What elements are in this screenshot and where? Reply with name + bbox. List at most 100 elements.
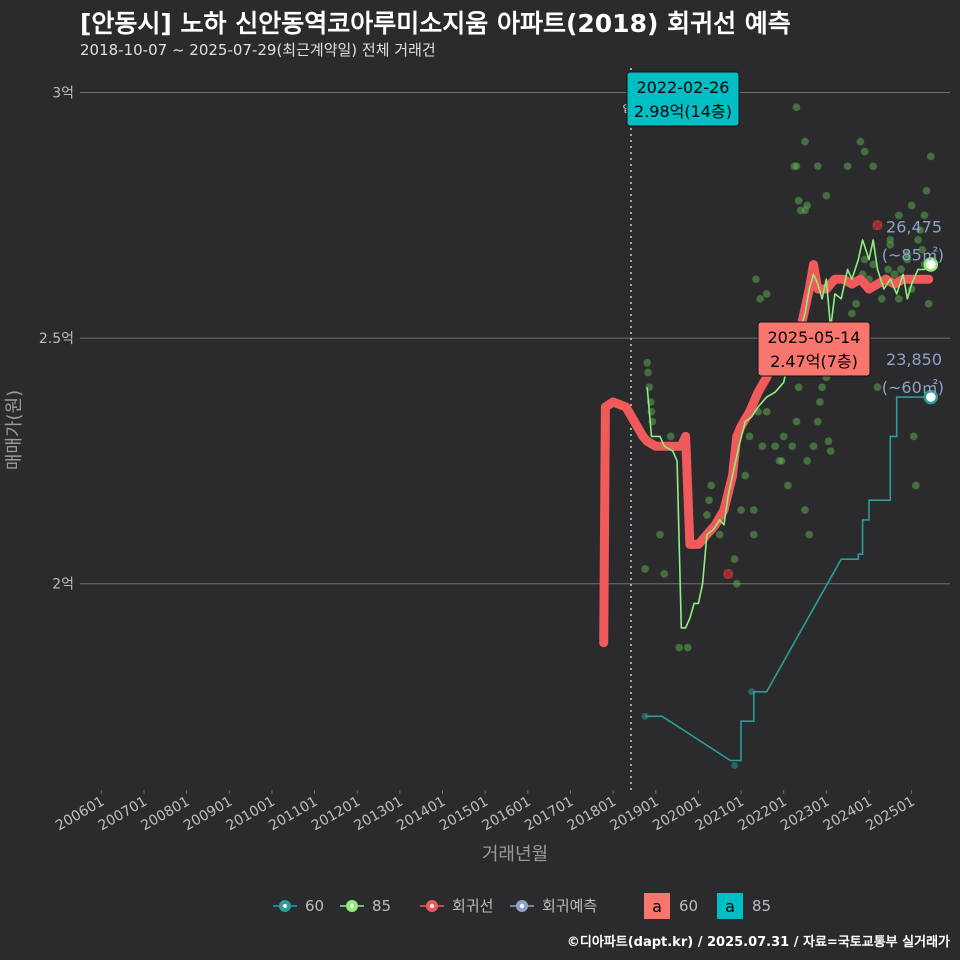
x-tick-label: 202501: [863, 794, 917, 835]
point-85: [762, 289, 771, 298]
annotation-date: 2022-02-26: [637, 78, 730, 97]
point-85: [809, 442, 818, 451]
annotations: 2022-02-26 2.98억(14층) 2025-05-14 2.47억(7층): [626, 71, 871, 377]
end-marker: [923, 257, 939, 272]
point-85: [847, 309, 856, 318]
scatter-points: [641, 103, 935, 769]
point-85: [852, 299, 861, 308]
end-value-label: 26,475: [886, 217, 942, 236]
legend-text-swatch: [717, 893, 743, 919]
point-85: [749, 530, 758, 539]
legend-label: 회귀예측: [542, 897, 597, 915]
point-85: [911, 481, 920, 490]
y-tick-label: 2.5억: [39, 331, 74, 347]
point-85: [705, 496, 714, 505]
x-axis-title: 거래년월: [482, 844, 548, 865]
point-85: [805, 530, 814, 539]
chart-subtitle: 2018-10-07 ~ 2025-07-29(최근계약일) 전체 거래건: [80, 41, 436, 59]
point-85: [909, 432, 918, 441]
point-85: [745, 432, 754, 441]
regression-line: [599, 260, 934, 648]
legend-swatch-center: [430, 904, 434, 908]
point-85: [644, 368, 653, 377]
point-60: [731, 761, 739, 769]
point-85: [751, 275, 760, 284]
point-85: [856, 137, 865, 146]
point-85: [824, 437, 833, 446]
end-marker: [923, 389, 939, 405]
point-85: [815, 397, 824, 406]
legend-label: 85: [372, 897, 391, 915]
gridlines: [80, 92, 950, 794]
end-size-label: (~60㎡): [882, 378, 944, 397]
flag-cross: [872, 220, 883, 230]
legend-swatch-center: [350, 904, 354, 908]
point-85: [860, 147, 869, 156]
point-85: [792, 162, 801, 171]
annotation-value: 2.47억(7층): [770, 352, 858, 371]
point-85: [741, 471, 750, 480]
series-60-line: [645, 396, 929, 762]
point-85: [788, 442, 797, 451]
point-85: [794, 196, 803, 205]
point-85: [877, 294, 886, 303]
point-85: [794, 383, 803, 392]
point-85: [792, 103, 801, 112]
point-85: [894, 294, 903, 303]
point-85: [818, 383, 827, 392]
legend-text-glyph: a: [725, 897, 735, 916]
point-85: [683, 643, 692, 652]
y-tick-label: 2억: [52, 577, 74, 593]
legend-label: 60: [305, 897, 324, 915]
legend-swatch-center: [520, 904, 524, 908]
legend: 60 85 회귀선 회귀예측 a 60 a 85: [273, 893, 771, 919]
y-tick-label: 3억: [52, 86, 74, 102]
legend-text-label: 60: [679, 897, 698, 915]
point-85: [660, 569, 669, 578]
point-60: [641, 712, 649, 720]
legend-text-glyph: a: [652, 897, 662, 916]
end-markers: 26,475 (~85㎡) 23,850 (~60㎡): [882, 217, 944, 405]
point-85: [790, 162, 799, 171]
point-85: [813, 417, 822, 426]
point-85: [896, 265, 905, 274]
point-85: [890, 270, 899, 279]
point-85: [771, 442, 780, 451]
point-85: [641, 564, 650, 573]
point-85: [643, 358, 652, 367]
legend-text-label: 85: [752, 897, 771, 915]
point-85: [656, 530, 664, 539]
point-85: [813, 162, 822, 171]
point-85: [758, 442, 767, 451]
legend-label: 회귀선: [452, 897, 493, 915]
point-85: [792, 417, 801, 426]
point-85: [843, 162, 852, 171]
y-axis-title: 매매가(원): [4, 390, 25, 470]
point-85: [922, 186, 931, 195]
point-85: [666, 432, 675, 441]
point-85: [926, 152, 935, 161]
point-85: [860, 255, 869, 264]
point-85: [920, 211, 929, 220]
flag-markers: [723, 220, 883, 579]
footer-credit: ©디아파트(dapt.kr) / 2025.07.31 / 자료=국토교통부 실…: [566, 935, 950, 950]
point-85: [762, 407, 771, 416]
point-85: [756, 294, 765, 303]
chart-title: [안동시] 노하 신안동역코아루미소지움 아파트(2018) 회귀선 예측: [80, 9, 791, 38]
annotation-box: [626, 71, 740, 127]
point-85: [822, 191, 831, 200]
point-85: [869, 162, 878, 171]
annotation-box: [757, 321, 871, 377]
point-85: [775, 456, 784, 465]
point-85: [801, 137, 809, 146]
point-85: [903, 250, 912, 259]
point-85: [886, 235, 895, 244]
point-85: [777, 456, 786, 465]
point-85: [737, 506, 746, 515]
point-85: [918, 245, 927, 254]
legend-swatch-center: [283, 904, 287, 908]
series-lines: [599, 239, 934, 762]
point-85: [803, 201, 812, 210]
point-85: [916, 226, 925, 235]
